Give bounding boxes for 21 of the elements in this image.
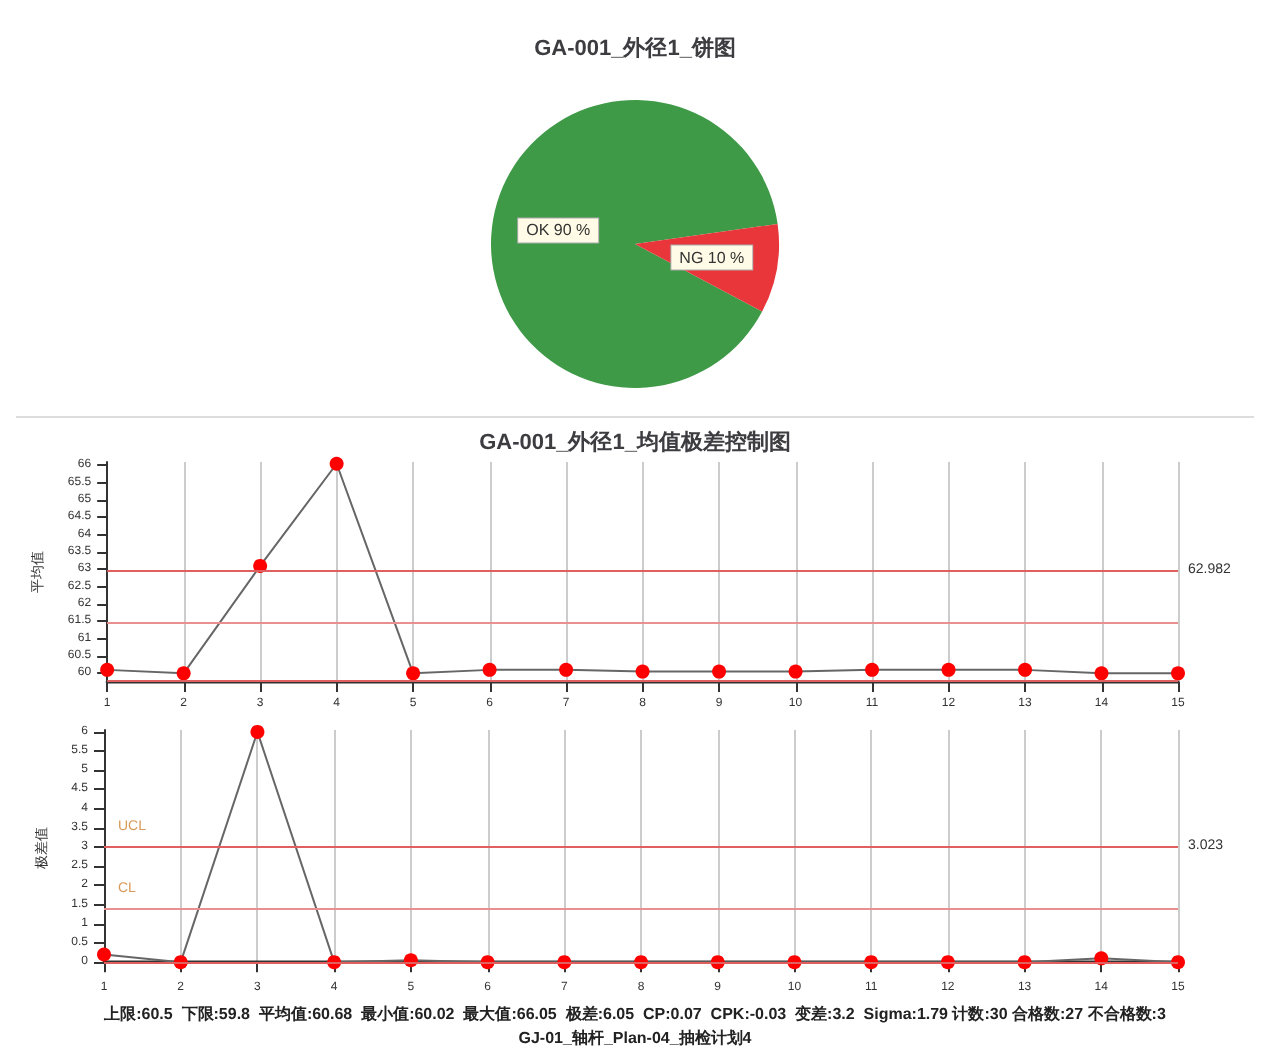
slice-label: NG 10 % (679, 248, 745, 267)
point (176, 666, 191, 681)
chart-title: GA-001_外径1_饼图 (534, 35, 736, 61)
point (329, 456, 344, 471)
point (635, 664, 650, 679)
point (250, 724, 265, 739)
text: GJ-01_轴杆_Plan-04_抽检计划4 (518, 1029, 753, 1047)
point (1171, 666, 1185, 681)
point (1018, 662, 1033, 677)
point (865, 662, 880, 677)
point (406, 666, 421, 681)
point (788, 664, 803, 679)
point (482, 662, 497, 677)
text: 上限:60.5 下限:59.8 平均值:60.68 最小值:60.02 最大值:66.05 极差:6.05 CP:0.07 CPK:-0.03 变差:3.2 Sigma:1.79 计数:30 合格数:27 不合格数:3 (102, 1003, 1167, 1023)
point (1094, 666, 1109, 681)
point (100, 662, 115, 677)
slice-label: OK 90 % (526, 221, 591, 240)
point (712, 664, 727, 679)
point (559, 662, 574, 677)
point (941, 662, 956, 677)
chart-title: GA-001_外径1_均值极差控制图 (479, 429, 791, 455)
